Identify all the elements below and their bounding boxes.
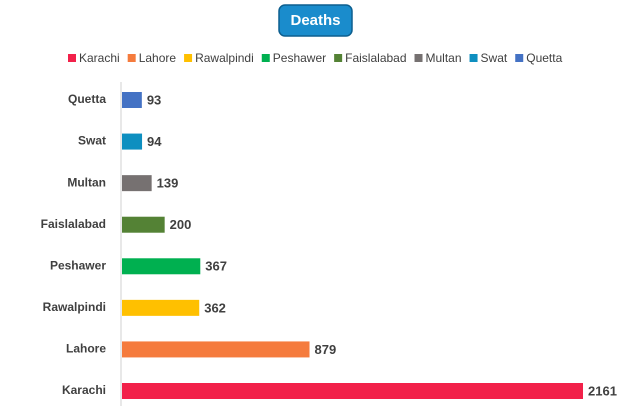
y-tick-label: Quetta <box>68 92 106 106</box>
bar <box>122 383 583 399</box>
bar <box>122 175 152 192</box>
legend-swatch <box>127 54 136 62</box>
bar <box>122 258 201 275</box>
data-label: 362 <box>204 300 226 315</box>
legend-swatch <box>515 54 524 62</box>
legend-swatch <box>414 54 423 62</box>
y-tick-label: Multan <box>67 175 106 189</box>
title-box <box>278 4 353 37</box>
y-tick-label: Faislalabad <box>41 217 106 231</box>
legend-label: Multan <box>426 51 462 65</box>
data-label: 367 <box>205 259 227 274</box>
bar <box>122 341 310 358</box>
y-tick-label: Lahore <box>66 342 106 356</box>
legend-label: Faislalabad <box>345 51 406 65</box>
bar <box>122 216 165 233</box>
legend-label: Quetta <box>526 51 562 65</box>
data-label: 2161 <box>588 383 617 398</box>
y-tick-label: Swat <box>78 134 106 148</box>
legend-label: Karachi <box>79 51 120 65</box>
bar <box>122 92 142 108</box>
data-label: 139 <box>157 176 179 191</box>
chart-title: Deaths <box>290 12 340 29</box>
legend-label: Lahore <box>139 51 177 65</box>
data-label: 93 <box>147 92 161 107</box>
legend-swatch <box>334 54 343 62</box>
legend-label: Rawalpindi <box>195 51 254 65</box>
legend-swatch <box>469 54 478 62</box>
legend-label: Peshawer <box>273 51 326 65</box>
y-tick-label: Rawalpindi <box>43 300 106 314</box>
legend-swatch <box>184 54 193 62</box>
y-tick-label: Karachi <box>62 383 106 397</box>
legend-swatch <box>261 54 270 62</box>
bar <box>122 299 200 316</box>
data-label: 94 <box>147 134 162 149</box>
legend-swatch <box>68 54 76 62</box>
legend-label: Swat <box>481 51 508 65</box>
data-label: 200 <box>170 217 192 232</box>
y-tick-label: Peshawer <box>50 258 106 272</box>
bar <box>122 133 143 150</box>
data-label: 879 <box>315 342 337 357</box>
